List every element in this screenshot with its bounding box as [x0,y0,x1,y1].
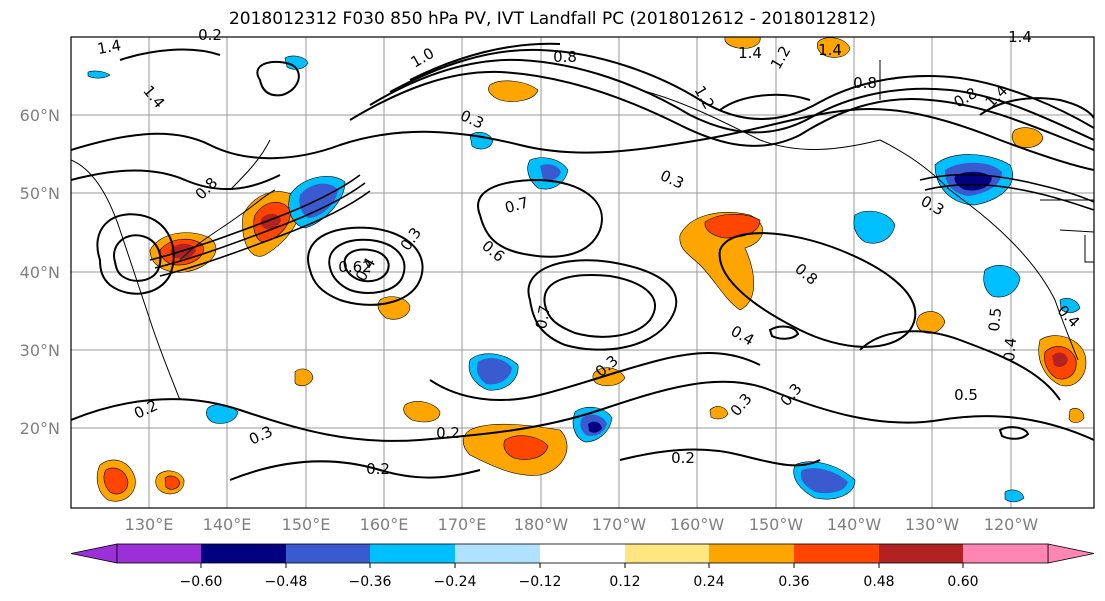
longitude-label: 140°E [203,515,252,534]
colorbar-tick-label: 0.48 [863,574,894,590]
map-frame [70,36,1095,509]
contour-label: 0.2 [671,449,695,467]
colorbar-tick-label: 0.36 [778,574,809,590]
contour-label: 0.4 [1000,337,1020,362]
longitude-label: 140°W [827,515,882,534]
latitude-label: 30°N [20,341,60,360]
contour-label: 0.8 [853,74,877,92]
colorbar-tick-label: −0.24 [434,574,477,590]
contour-label: 0.7 [503,193,531,217]
longitude-label: 150°W [749,515,804,534]
very-strong-negative-anomaly [588,171,992,433]
colorbar-tick-label: 0.12 [609,574,640,590]
colorbar-tick-label: −0.48 [265,574,308,590]
colorbar-bin [794,544,879,563]
longitude-labels: 130°E 140°E 150°E 160°E 170°E 180°W 170°W 160°W… [125,515,1039,534]
colorbar-tick-label: −0.36 [349,574,392,590]
colorbar-bin [879,544,963,563]
longitude-label: 130°E [125,515,174,534]
colorbar-bin [709,544,794,563]
colorbar-bin [117,544,201,563]
contour-label: 0.2 [366,460,390,478]
latitude-labels: 60°N 50°N 40°N 30°N 20°N [20,106,60,438]
contour-label: 0.2 [436,424,460,442]
colorbar-bin [625,544,709,563]
longitude-label: 150°E [282,515,331,534]
longitude-label: 120°W [984,515,1039,534]
map-content [71,37,1094,508]
pv-contours [71,42,1094,481]
latitude-label: 50°N [20,184,60,203]
colorbar-frame [116,543,1049,564]
latitude-label: 40°N [20,263,60,282]
colorbar-bin [370,544,455,563]
colorbar-tick-label: −0.12 [519,574,562,590]
colorbar-bin [540,544,625,563]
longitude-label: 180°W [514,515,569,534]
contour-label: 1.4 [818,41,842,59]
colorbar-tick-label: 0.24 [693,574,724,590]
latitude-label: 60°N [20,106,60,125]
colorbar-bin [455,544,540,563]
latitude-label: 20°N [20,419,60,438]
strong-negative-anomaly [299,162,1002,494]
contour-label: 0.5 [985,307,1005,332]
pv-contours-thick-jet [149,173,1094,277]
contour-label: 1.4 [96,36,123,58]
contour-label: 0.62 [338,258,371,276]
colorbar-extend-low [70,543,118,564]
longitude-label: 130°W [905,515,960,534]
contour-label: 0.5 [954,386,978,404]
contour-label: 0.2 [198,26,222,44]
contour-label: 0.7 [532,304,554,331]
figure-title: 2018012312 F030 850 hPa PV, IVT Landfall… [228,9,876,29]
colorbar: −0.60 −0.48 −0.36 −0.24 −0.12 0.12 0.24 0.36 0.4… [70,543,1095,590]
colorbar-bin [286,544,370,563]
longitude-label: 160°W [670,515,725,534]
colorbar-extend-high [1047,543,1095,564]
contour-label: 1.4 [738,44,762,62]
pv-anomaly-shading [87,37,1087,503]
coastlines [71,60,1094,401]
colorbar-bin [963,544,1048,563]
colorbar-tick-label: 0.60 [947,574,978,590]
longitude-label: 170°E [438,515,487,534]
colorbar-tick-label: −0.60 [180,574,223,590]
colorbar-bin [201,544,286,563]
contour-label: 0.8 [553,48,577,66]
longitude-label: 160°E [360,515,409,534]
longitude-label: 170°W [592,515,647,534]
